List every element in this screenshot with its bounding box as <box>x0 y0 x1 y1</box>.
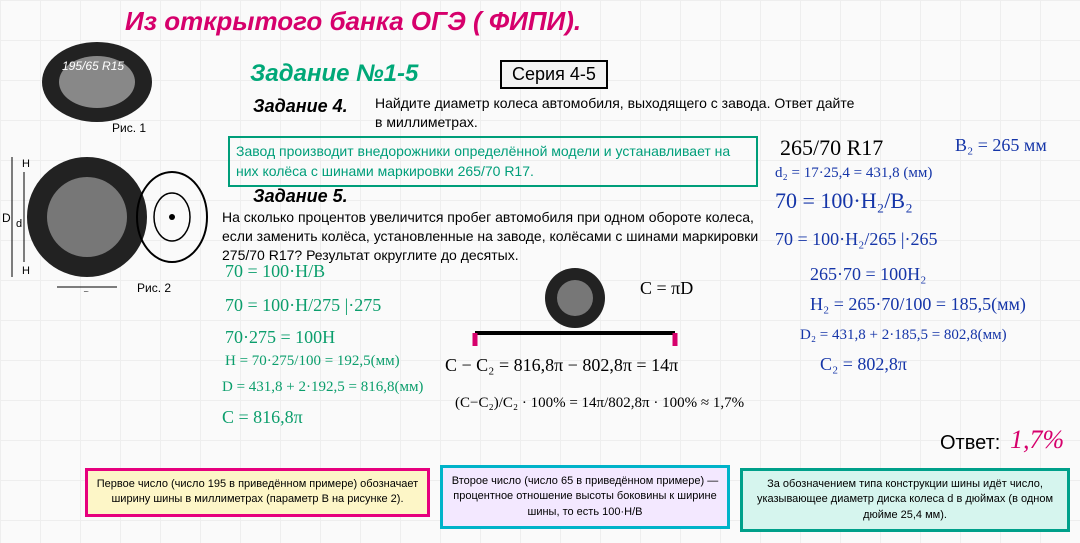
green-l3: 70·275 = 100H <box>225 328 335 347</box>
green-l2: 70 = 100·H/275 |·275 <box>225 296 381 315</box>
green-l6: C = 816,8π <box>222 408 303 427</box>
blue-r7: D₂ = 431,8 + 2·185,5 = 802,8(мм) <box>800 328 1007 343</box>
black-frac: (C−C₂)/C₂ · 100% = 14π/802,8π · 100% ≈ 1… <box>455 395 744 412</box>
blue-r4: 70 = 100·H₂/265 |·265 <box>775 230 938 248</box>
series-box: Серия 4-5 <box>500 60 608 89</box>
blue-r6: H₂ = 265·70/100 = 185,5(мм) <box>810 295 1026 313</box>
black-ceq: C = πD <box>640 278 693 299</box>
green-l1: 70 = 100·H/B <box>225 262 325 281</box>
marking: 265/70 R17 <box>780 135 883 161</box>
blue-r1: B₂ = 265 мм <box>955 136 1047 154</box>
green-l5: D = 431,8 + 2·192,5 = 816,8(мм) <box>222 380 423 396</box>
main-title: Из открытого банка ОГЭ ( ФИПИ). <box>125 6 581 37</box>
blue-r5: 265·70 = 100H₂ <box>810 265 926 283</box>
blue-r3: 70 = 100·H₂/B₂ <box>775 190 913 212</box>
green-l4: H = 70·275/100 = 192,5(мм) <box>225 354 400 370</box>
svg-text:D: D <box>2 211 11 225</box>
task5-text: На сколько процентов увеличится пробег а… <box>222 208 767 265</box>
answer-label: Ответ: <box>940 432 1000 455</box>
tire-marking-text: 195/65 R15 <box>62 59 124 73</box>
answer-value: 1,7% <box>1010 425 1064 455</box>
task4-greenbox: Завод производит внедорожники определённ… <box>228 136 758 187</box>
blue-r8: C₂ = 802,8π <box>820 355 907 373</box>
info-box-2: Второе число (число 65 в приведённом при… <box>440 465 730 529</box>
info-box-3: За обозначением типа конструкции шины ид… <box>740 468 1070 532</box>
task4-label: Задание 4. <box>253 96 348 117</box>
task4-text: Найдите диаметр колеса автомобиля, выход… <box>375 94 865 132</box>
blue-r2: d₂ = 17·25,4 = 431,8 (мм) <box>775 166 932 181</box>
tire-diagram: 195/65 R15 Рис. 1 D d H H B Рис. 2 <box>2 42 217 297</box>
svg-text:B: B <box>82 289 90 292</box>
svg-text:H: H <box>22 265 30 277</box>
svg-text:Рис. 1: Рис. 1 <box>112 121 146 135</box>
svg-text:H: H <box>22 158 30 170</box>
svg-text:d: d <box>16 218 22 230</box>
info-box-1: Первое число (число 195 в приведённом пр… <box>85 468 430 517</box>
svg-text:Рис. 2: Рис. 2 <box>137 281 171 292</box>
task5-label: Задание 5. <box>253 186 348 207</box>
task-title: Задание №1-5 <box>250 60 418 88</box>
black-diff: C − C₂ = 816,8π − 802,8π = 14π <box>445 355 678 376</box>
